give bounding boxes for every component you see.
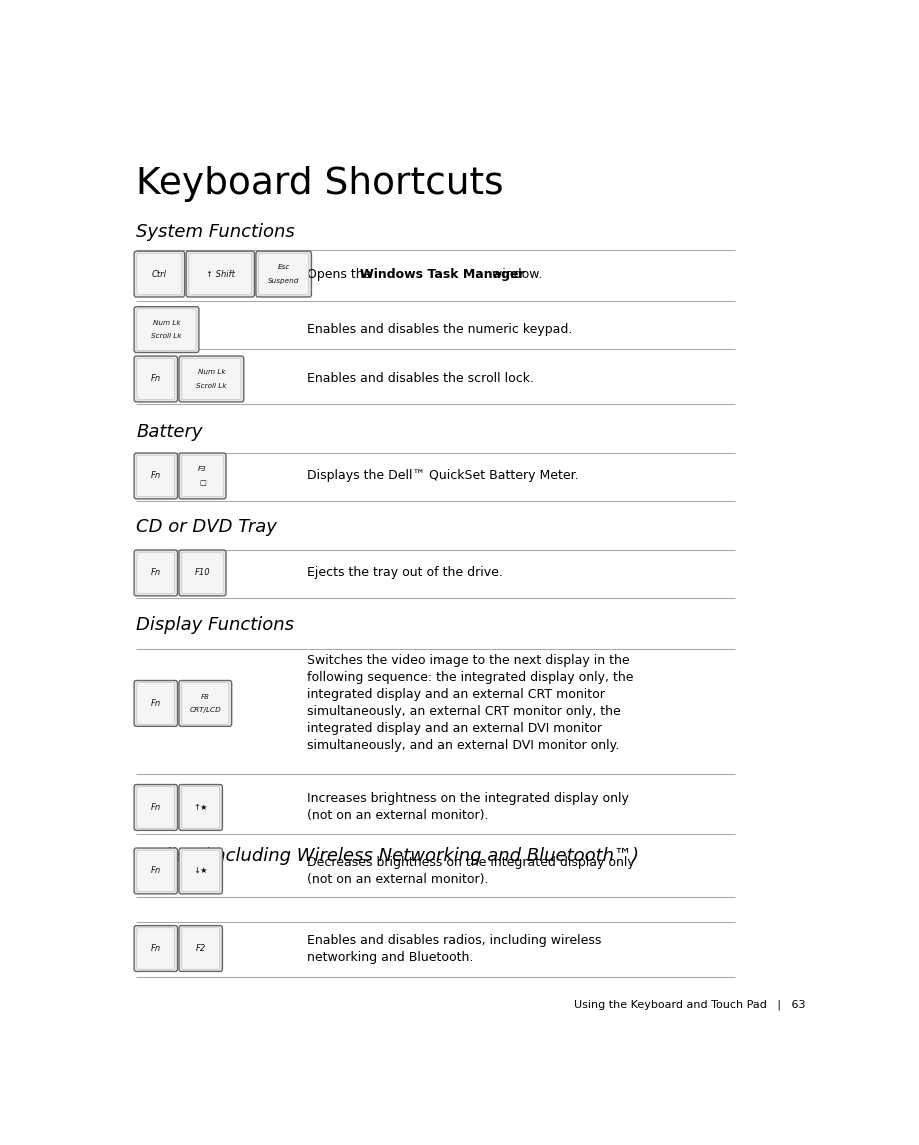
Text: CRT/LCD: CRT/LCD bbox=[189, 708, 221, 713]
FancyBboxPatch shape bbox=[182, 456, 223, 497]
Text: Fn: Fn bbox=[151, 568, 161, 577]
Text: F8: F8 bbox=[201, 694, 210, 700]
Text: ↑★: ↑★ bbox=[193, 803, 208, 812]
FancyBboxPatch shape bbox=[179, 680, 232, 726]
Text: Opens the: Opens the bbox=[307, 268, 376, 281]
FancyBboxPatch shape bbox=[134, 925, 177, 971]
Text: Fn: Fn bbox=[151, 472, 161, 481]
FancyBboxPatch shape bbox=[182, 682, 229, 724]
Text: Enables and disables the numeric keypad.: Enables and disables the numeric keypad. bbox=[307, 323, 573, 337]
Text: Increases brightness on the integrated display only
(not on an external monitor): Increases brightness on the integrated d… bbox=[307, 792, 629, 822]
FancyBboxPatch shape bbox=[259, 253, 309, 294]
Text: Windows Task Manager: Windows Task Manager bbox=[360, 268, 525, 281]
FancyBboxPatch shape bbox=[134, 251, 185, 297]
Text: Esc: Esc bbox=[278, 264, 289, 270]
FancyBboxPatch shape bbox=[187, 251, 255, 297]
Text: F3: F3 bbox=[199, 466, 207, 472]
Text: Decreases brightness on the integrated display only
(not on an external monitor): Decreases brightness on the integrated d… bbox=[307, 856, 635, 886]
Text: Scroll Lk: Scroll Lk bbox=[196, 382, 227, 389]
Text: Num Lk: Num Lk bbox=[198, 369, 225, 376]
FancyBboxPatch shape bbox=[179, 848, 222, 894]
FancyBboxPatch shape bbox=[134, 307, 199, 353]
Text: Using the Keyboard and Touch Pad   |   63: Using the Keyboard and Touch Pad | 63 bbox=[574, 1000, 806, 1010]
FancyBboxPatch shape bbox=[182, 787, 220, 828]
Text: Displays the Dell™ QuickSet Battery Meter.: Displays the Dell™ QuickSet Battery Mete… bbox=[307, 469, 579, 482]
FancyBboxPatch shape bbox=[137, 682, 175, 724]
FancyBboxPatch shape bbox=[137, 253, 182, 294]
FancyBboxPatch shape bbox=[179, 784, 222, 830]
FancyBboxPatch shape bbox=[179, 356, 244, 402]
FancyBboxPatch shape bbox=[182, 552, 223, 593]
Text: CD or DVD Tray: CD or DVD Tray bbox=[136, 518, 278, 536]
FancyBboxPatch shape bbox=[179, 925, 222, 971]
FancyBboxPatch shape bbox=[255, 251, 312, 297]
Text: Num Lk: Num Lk bbox=[153, 319, 180, 325]
FancyBboxPatch shape bbox=[134, 453, 177, 499]
FancyBboxPatch shape bbox=[137, 851, 175, 892]
Text: Enables and disables the scroll lock.: Enables and disables the scroll lock. bbox=[307, 372, 534, 386]
Text: window.: window. bbox=[488, 268, 542, 281]
Text: F10: F10 bbox=[195, 568, 210, 577]
Text: ↑ Shift: ↑ Shift bbox=[206, 269, 234, 278]
FancyBboxPatch shape bbox=[137, 552, 175, 593]
Text: Switches the video image to the next display in the
following sequence: the inte: Switches the video image to the next dis… bbox=[307, 655, 634, 752]
Text: Fn: Fn bbox=[151, 698, 161, 708]
FancyBboxPatch shape bbox=[189, 253, 252, 294]
FancyBboxPatch shape bbox=[182, 851, 220, 892]
FancyBboxPatch shape bbox=[134, 848, 177, 894]
FancyBboxPatch shape bbox=[134, 680, 177, 726]
Text: Fn: Fn bbox=[151, 803, 161, 812]
FancyBboxPatch shape bbox=[134, 356, 177, 402]
FancyBboxPatch shape bbox=[137, 309, 196, 350]
Text: Display Functions: Display Functions bbox=[136, 616, 294, 634]
Text: F2: F2 bbox=[196, 943, 206, 953]
Text: Ejects the tray out of the drive.: Ejects the tray out of the drive. bbox=[307, 567, 503, 579]
Text: Fn: Fn bbox=[151, 374, 161, 384]
Text: □: □ bbox=[199, 480, 206, 485]
Text: Scroll Lk: Scroll Lk bbox=[152, 333, 182, 340]
FancyBboxPatch shape bbox=[179, 453, 226, 499]
FancyBboxPatch shape bbox=[179, 550, 226, 595]
Text: Keyboard Shortcuts: Keyboard Shortcuts bbox=[136, 166, 504, 202]
FancyBboxPatch shape bbox=[134, 550, 177, 595]
Text: Fn: Fn bbox=[151, 943, 161, 953]
FancyBboxPatch shape bbox=[182, 927, 220, 969]
FancyBboxPatch shape bbox=[134, 784, 177, 830]
Text: ↓★: ↓★ bbox=[193, 867, 208, 876]
Text: Enables and disables radios, including wireless
networking and Bluetooth.: Enables and disables radios, including w… bbox=[307, 933, 602, 964]
Text: Fn: Fn bbox=[151, 867, 161, 876]
FancyBboxPatch shape bbox=[137, 358, 175, 400]
FancyBboxPatch shape bbox=[137, 787, 175, 828]
Text: Suspend: Suspend bbox=[268, 278, 300, 284]
Text: Ctrl: Ctrl bbox=[152, 269, 167, 278]
Text: Radios (Including Wireless Networking and Bluetooth™): Radios (Including Wireless Networking an… bbox=[136, 847, 640, 864]
Text: Battery: Battery bbox=[136, 423, 203, 441]
Text: System Functions: System Functions bbox=[136, 223, 295, 240]
FancyBboxPatch shape bbox=[137, 927, 175, 969]
FancyBboxPatch shape bbox=[137, 456, 175, 497]
FancyBboxPatch shape bbox=[182, 358, 241, 400]
